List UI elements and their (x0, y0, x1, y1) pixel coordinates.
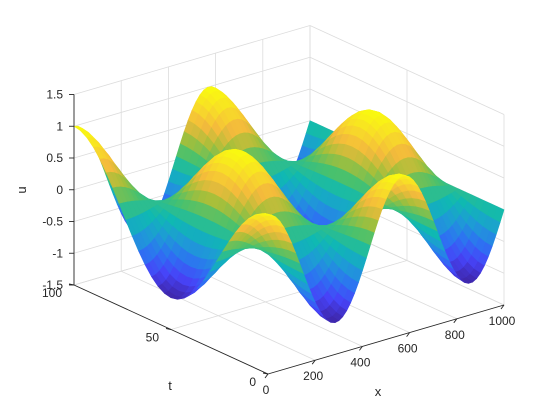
x-tick-mark (500, 304, 505, 310)
x-tick-mark (264, 373, 269, 379)
x-tick-mark (359, 346, 363, 351)
surface-patch (261, 213, 273, 216)
x-tick-label: 400 (350, 355, 370, 369)
x-tick-label: 600 (398, 342, 418, 356)
grid-line (309, 56, 505, 147)
x-axis-line (267, 304, 505, 375)
u-tick-label: -1 (52, 246, 63, 260)
x-tick-label: 200 (303, 369, 323, 383)
x-axis-label: x (375, 384, 382, 399)
grid-line (309, 25, 505, 115)
u-tick-label: 1 (56, 119, 63, 133)
x-tick-mark (406, 332, 410, 337)
x-tick-label: 1000 (489, 314, 516, 328)
x-tick-mark (311, 359, 316, 365)
u-axis-label: u (14, 186, 29, 193)
grid-line (170, 260, 408, 330)
axes-box (68, 94, 505, 379)
u-tick-label: 1.5 (46, 88, 63, 102)
grid-line (73, 25, 311, 95)
grid-line (309, 88, 505, 179)
t-tick-label: 0 (249, 375, 256, 389)
t-tick-mark (262, 372, 269, 375)
grid-line (73, 56, 311, 127)
t-tick-mark (165, 328, 172, 330)
t-tick-label: 100 (42, 286, 62, 300)
x-tick-mark (453, 318, 458, 324)
u-tick-label: 0.5 (46, 151, 63, 165)
u-tick-label: 0 (56, 183, 63, 197)
x-tick-label: 800 (445, 328, 465, 342)
surface-plot (73, 86, 505, 324)
u-tick-label: -1.5 (42, 278, 63, 292)
t-axis-label: t (168, 378, 172, 393)
tick-labels: 0 200 400 600 800 1000 0 50 100-1.5 -1 -0.5 0 0.5 1 1.… (42, 88, 516, 398)
x-tick-label: 0 (263, 383, 270, 397)
t-tick-label: 50 (146, 331, 160, 345)
u-tick-label: -0.5 (42, 215, 63, 229)
surface-patch (73, 125, 86, 131)
